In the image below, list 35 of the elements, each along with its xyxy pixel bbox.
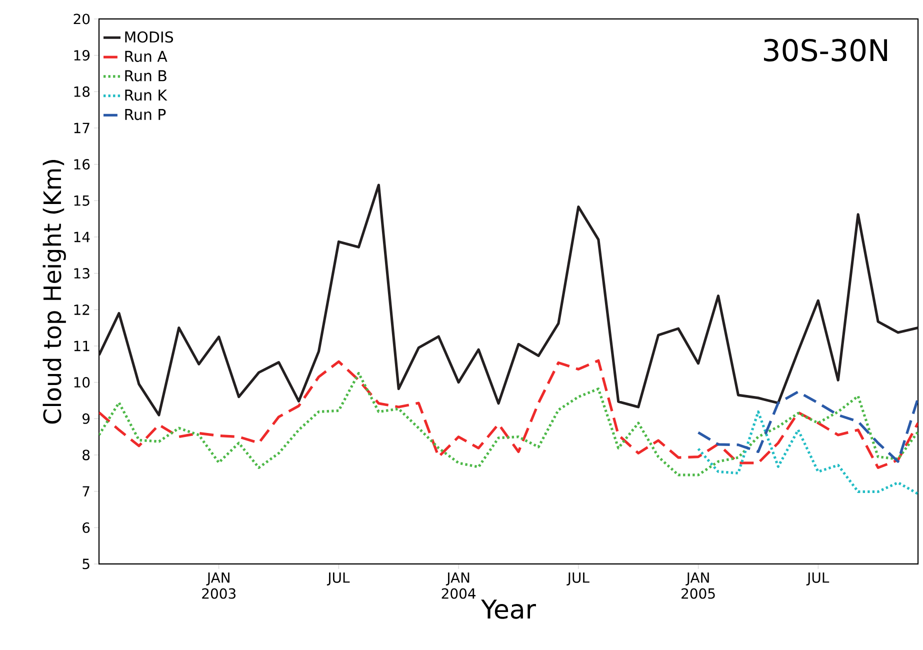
legend-label: Run P	[125, 108, 166, 120]
line-series	[696, 390, 918, 463]
y-tick-label: 11	[74, 340, 90, 352]
y-tick-label: 20	[74, 14, 90, 24]
y-tick-label: 12	[74, 304, 90, 315]
x-tick-label: JUL	[806, 572, 830, 586]
y-tick-label: 14	[74, 232, 90, 242]
x-tick-label: JAN 2003	[202, 572, 236, 599]
legend-label: Run B	[125, 70, 166, 82]
text: 30S-30N	[764, 38, 887, 62]
legend-label: Run A	[125, 50, 168, 62]
y-tick-label: 8	[82, 450, 90, 460]
x-axis-title: Year	[481, 600, 536, 619]
legend-label: Run K	[125, 90, 168, 101]
y-tick-label: 6	[82, 522, 90, 533]
y-axis-title: Cloud top Height (Km)	[42, 160, 66, 424]
x-tick-label: JUL	[566, 572, 590, 586]
y-tick-label: 10	[74, 377, 90, 388]
x-tick-label: JAN 2005	[682, 572, 715, 599]
y-tick-label: 15	[74, 195, 90, 206]
line-series	[99, 372, 918, 476]
x-tick-label: JAN 2004	[442, 572, 476, 599]
y-tick-label: 19	[74, 50, 90, 61]
line-series	[99, 359, 918, 469]
y-tick-label: 5	[82, 558, 90, 570]
y-tick-label: 16	[74, 159, 90, 170]
y-tick-label: 17	[74, 122, 90, 134]
line-series	[696, 410, 918, 496]
y-tick-label: 18	[74, 86, 90, 97]
legend-label: MODIS	[125, 31, 174, 43]
line-series	[99, 184, 918, 416]
y-tick-label: 7	[82, 486, 90, 496]
y-tick-label: 13	[74, 268, 90, 279]
x-tick-label: JUL	[326, 572, 350, 586]
y-tick-label: 9	[82, 413, 90, 424]
